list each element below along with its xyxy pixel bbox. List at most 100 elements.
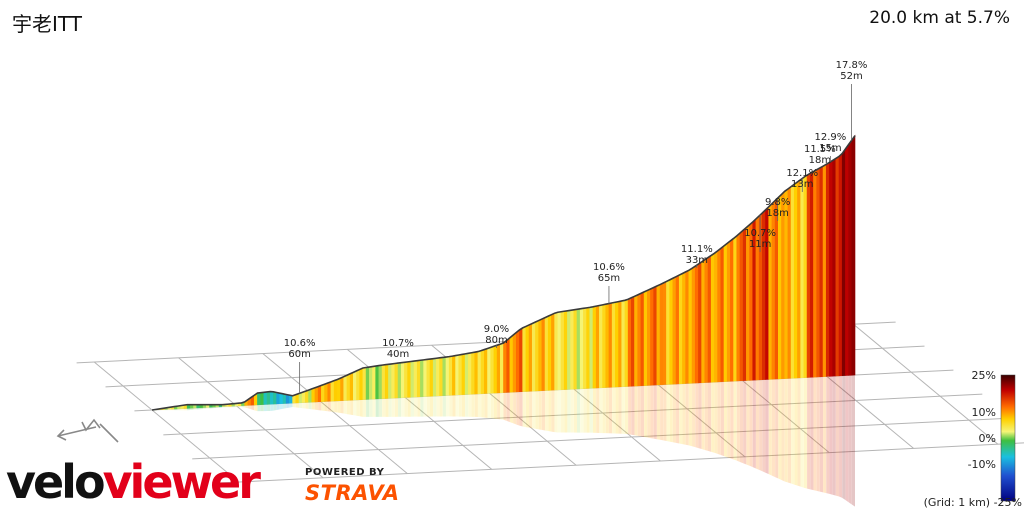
reflection-segment [637, 385, 641, 437]
profile-segment [407, 361, 412, 398]
reflection-segment [631, 385, 635, 436]
reflection-segment [244, 405, 248, 409]
reflection-segment [452, 394, 456, 417]
reflection-segment [541, 390, 546, 431]
reflection-segment [733, 380, 737, 461]
reflection-segment [241, 405, 245, 408]
reflection-segment [743, 380, 747, 465]
route-title: 宇老ITT [12, 12, 82, 36]
reflection-segment [199, 407, 204, 410]
reflection-segment [823, 376, 827, 494]
profile-segment [611, 301, 616, 388]
profile-segment [742, 226, 747, 381]
reflection-segment [538, 390, 542, 430]
reflection-segment [708, 382, 712, 452]
reflection-segment [832, 375, 836, 496]
profile-segment [480, 349, 485, 394]
profile-segment [573, 308, 578, 390]
profile-segment [723, 242, 728, 382]
reflection-segment [586, 388, 590, 433]
profile-segment [397, 362, 402, 399]
reflection-segment [391, 397, 395, 417]
profile-segment [797, 179, 801, 379]
reflection-segment [720, 381, 724, 457]
profile-segment [726, 240, 731, 382]
reflection-segment [430, 396, 434, 417]
reflection-segment [599, 387, 603, 434]
reflection-segment [666, 384, 670, 442]
reflection-segment [369, 399, 373, 417]
reflection-segment [749, 380, 753, 468]
annotation-length: 52m [840, 71, 862, 82]
reflection-segment [835, 375, 840, 497]
profile-segment [439, 357, 444, 396]
profile-segment [484, 348, 488, 394]
reflection-segment [842, 375, 846, 501]
grid-line-long-5 [221, 442, 1024, 484]
reflection-segment [324, 401, 328, 412]
reflection-segment [752, 379, 756, 469]
grid-line-cross-24 [178, 357, 324, 479]
reflection-segment [826, 376, 830, 494]
reflection-segment [589, 388, 593, 433]
profile-segment [468, 352, 472, 395]
annotation-gradient: 9.8% [765, 197, 790, 208]
reflection-segment [522, 391, 526, 428]
profile-segment [694, 263, 699, 384]
reflection-segment [682, 383, 686, 445]
profile-walls [151, 134, 856, 411]
reflection-segment [490, 392, 494, 419]
reflection-segment [529, 391, 533, 429]
profile-segment [825, 161, 830, 377]
annotation-length: 18m [766, 208, 788, 219]
reflection-segment [407, 397, 411, 417]
gradient-legend: 25% 10% 0% -10% [968, 369, 1016, 502]
profile-segment [394, 362, 399, 399]
reflection-segment [736, 380, 740, 462]
reflection-segment [267, 404, 271, 412]
profile-segment [682, 271, 686, 384]
reflection-segment [592, 387, 597, 433]
profile-segment [490, 345, 495, 394]
reflection-segment [497, 392, 501, 420]
reflection-segment [337, 400, 341, 413]
climb-annotations: 10.6%60m10.7%40m9.0%80m10.6%65m11.1%33m1… [284, 60, 867, 394]
profile-segment [640, 291, 645, 386]
reflection-segment [308, 402, 312, 410]
profile-segment [643, 289, 648, 386]
reflection-segment [615, 386, 619, 434]
profile-segment [662, 280, 667, 385]
annotation-length: 18m [809, 155, 831, 166]
reflection-segment [701, 382, 705, 450]
reflection-segment [784, 378, 788, 483]
profile-segment [631, 295, 635, 387]
profile-segment [579, 307, 584, 389]
reflection-segment [768, 379, 772, 476]
reflection-segment [372, 398, 376, 417]
profile-segment [528, 323, 533, 392]
profile-segment [803, 174, 808, 378]
profile-segment [410, 360, 415, 398]
reflection-segment [305, 402, 309, 409]
profile-segment [739, 229, 744, 382]
profile-segment [442, 356, 447, 396]
reflection-segment [340, 400, 344, 414]
veloviewer-logo: veloviewer [6, 455, 264, 508]
grid-line-cross-0 [93, 361, 240, 483]
reflection-segment [362, 399, 367, 417]
profile-segment [522, 325, 527, 392]
annotation-length: 40m [387, 349, 409, 360]
profile-segment [560, 310, 565, 390]
profile-segment [583, 307, 587, 389]
reflection-segment [519, 391, 523, 427]
profile-segment [503, 339, 507, 393]
profile-segment [509, 334, 514, 393]
profile-segment [557, 311, 562, 391]
profile-segment [809, 171, 814, 378]
reflection-segment [481, 393, 485, 418]
profile-segment [531, 321, 536, 392]
reflection-segment [439, 395, 443, 417]
profile-segment [324, 382, 329, 402]
reflection-segment [417, 396, 421, 417]
profile-segment [672, 276, 677, 385]
